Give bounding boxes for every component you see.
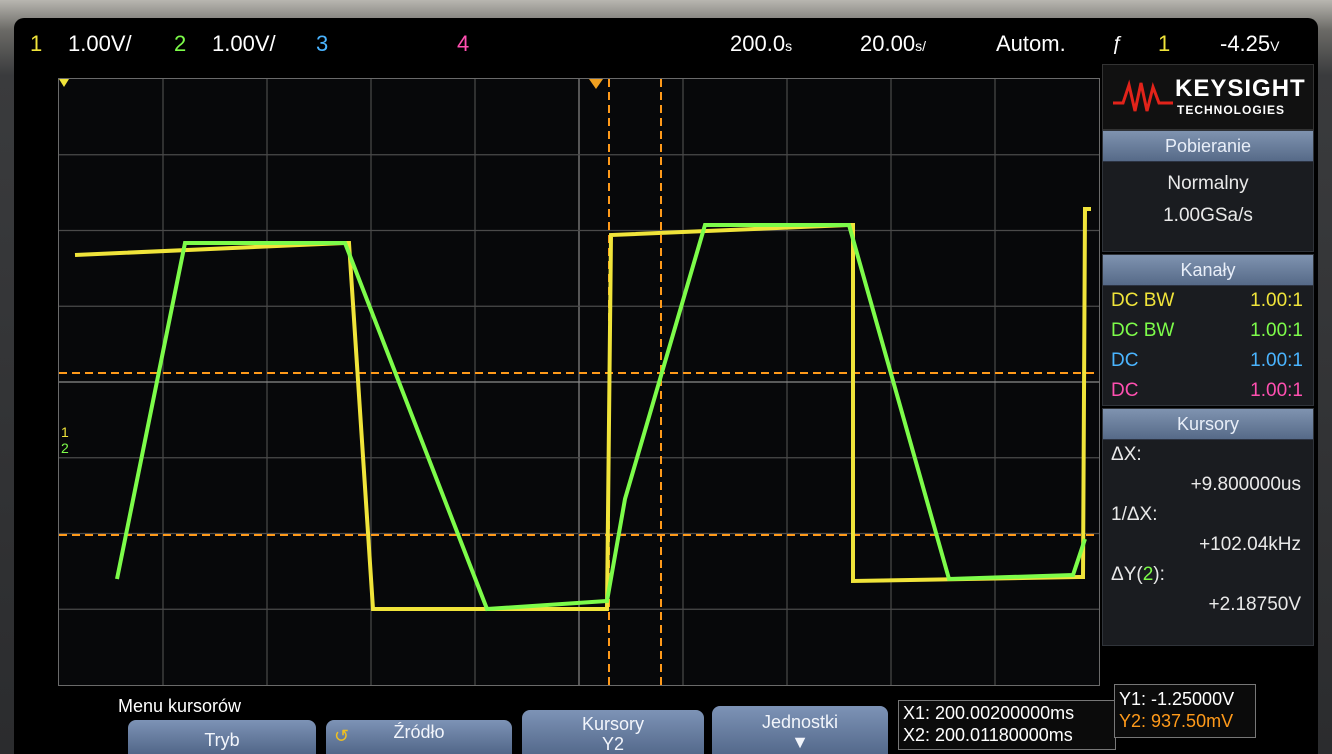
cursors-softkey-value: Y2 bbox=[601, 734, 625, 754]
channel-coupling: DC BW bbox=[1111, 320, 1175, 341]
units-softkey[interactable]: Jednostki ▼ bbox=[712, 706, 888, 754]
mode-label: Tryb bbox=[204, 730, 240, 750]
trigger-position-marker bbox=[589, 79, 603, 89]
cursors-softkey-label: Kursory bbox=[581, 714, 644, 734]
ch1-number[interactable]: 1 bbox=[30, 31, 43, 56]
brand-logo: KEYSIGHT TECHNOLOGIES bbox=[1102, 64, 1314, 130]
seconds-per-div-icon: s bbox=[785, 38, 793, 54]
cursors-softkey[interactable]: Kursory Y2 bbox=[522, 710, 704, 754]
x1-readout: X1: 200.00200000ms bbox=[903, 703, 1075, 723]
cursors-title: Kursory bbox=[1103, 409, 1313, 440]
sample-value: 20.00 bbox=[860, 31, 916, 56]
horizontal-ref-marker bbox=[59, 79, 69, 87]
channel-coupling: DC BW bbox=[1111, 290, 1175, 311]
ch-ground-marker: 1 bbox=[61, 424, 69, 440]
delta-y-label: ΔY(2): bbox=[1103, 560, 1313, 590]
units-label: Jednostki bbox=[761, 712, 839, 732]
delta-y-suffix: ): bbox=[1153, 564, 1165, 585]
trigger-level-marker: 2 bbox=[61, 440, 69, 456]
acquisition-title: Pobieranie bbox=[1103, 131, 1313, 162]
waveform-display[interactable]: 1 2 bbox=[58, 78, 1100, 686]
channels-panel[interactable]: Kanały DC BW 1.00:1 DC BW 1.00:1 DC 1.00:1 DC 1… bbox=[1102, 254, 1314, 406]
per-div-icon: s/ bbox=[915, 38, 926, 54]
keysight-wave-icon bbox=[1113, 79, 1173, 112]
channel-list: DC BW 1.00:1 DC BW 1.00:1 DC 1.00:1 DC 1.00:1 bbox=[1103, 286, 1313, 406]
channels-title: Kanały bbox=[1103, 255, 1313, 286]
trigger-level[interactable]: -4.25V bbox=[1220, 24, 1280, 64]
channel-row[interactable]: DC BW 1.00:1 bbox=[1103, 316, 1313, 346]
ch2-scale[interactable]: 1.00V/ bbox=[212, 31, 276, 56]
acquisition-mode: Normalny bbox=[1167, 173, 1249, 194]
channel-row[interactable]: DC 1.00:1 bbox=[1103, 376, 1313, 406]
brand-subtitle: TECHNOLOGIES bbox=[1177, 103, 1286, 117]
ch3-number[interactable]: 3 bbox=[316, 31, 329, 56]
arrow-down-icon: ▼ bbox=[791, 732, 809, 752]
channel-probe-ratio: 1.00:1 bbox=[1250, 380, 1303, 401]
brand-name: KEYSIGHT bbox=[1175, 75, 1306, 102]
channel-coupling: DC bbox=[1111, 380, 1139, 401]
volts-icon: V bbox=[1270, 38, 1280, 54]
delta-x-value: +9.800000us bbox=[1190, 474, 1301, 495]
inverse-delta-x-value: +102.04kHz bbox=[1199, 534, 1301, 555]
sidebar: Pobieranie Normalny 1.00GSa/s Kanały DC … bbox=[1102, 64, 1314, 646]
softkey-bar: Menu kursorów Tryb ↺ Źródło Kursory Y2 J… bbox=[14, 684, 1318, 754]
mode-softkey[interactable]: Tryb bbox=[128, 720, 316, 754]
y2-readout: Y2: 937.50mV bbox=[1119, 711, 1234, 731]
ch4-number[interactable]: 4 bbox=[457, 31, 470, 56]
delta-y-prefix: ΔY( bbox=[1111, 564, 1143, 585]
channel-row[interactable]: DC 1.00:1 bbox=[1103, 346, 1313, 376]
trigger-source[interactable]: 1 bbox=[1158, 31, 1171, 56]
ch1-scale[interactable]: 1.00V/ bbox=[68, 31, 132, 56]
trigger-level-value: -4.25 bbox=[1220, 31, 1271, 56]
x-cursor-readout: X1: 200.00200000ms X2: 200.01180000ms bbox=[898, 700, 1116, 750]
delta-x-label: ΔX: bbox=[1111, 444, 1142, 465]
graticule bbox=[59, 79, 1099, 685]
source-softkey[interactable]: ↺ Źródło bbox=[326, 720, 512, 754]
channel-probe-ratio: 1.00:1 bbox=[1250, 290, 1303, 311]
inverse-delta-x-label: 1/ΔX: bbox=[1111, 504, 1158, 525]
delta-y-channel: 2 bbox=[1142, 564, 1154, 585]
waveform-svg: 1 2 bbox=[59, 79, 1099, 685]
menu-title: Menu kursorów bbox=[118, 696, 242, 716]
acquisition-panel[interactable]: Pobieranie Normalny 1.00GSa/s bbox=[1102, 130, 1314, 252]
cursors-panel[interactable]: Kursory ΔX: +9.800000us 1/ΔX: +102.04kHz… bbox=[1102, 408, 1314, 646]
y-cursor-readout: Y1: -1.25000V Y2: 937.50mV bbox=[1114, 684, 1256, 738]
channel-row[interactable]: DC BW 1.00:1 bbox=[1103, 286, 1313, 316]
sample-rate: 1.00GSa/s bbox=[1163, 205, 1253, 226]
y1-readout: Y1: -1.25000V bbox=[1119, 689, 1235, 709]
rotate-knob-icon: ↺ bbox=[334, 726, 350, 746]
trigger-mode[interactable]: Autom. bbox=[996, 31, 1066, 56]
oscilloscope-screen: 1 1.00V/ 2 1.00V/ 3 4 200.0s 20.00s/ Aut… bbox=[14, 18, 1318, 754]
channel-coupling: DC bbox=[1111, 350, 1139, 371]
source-label: Źródło bbox=[393, 722, 445, 742]
x2-readout: X2: 200.01180000ms bbox=[903, 725, 1073, 745]
trigger-edge-icon: ƒ bbox=[1112, 33, 1124, 55]
sample-readout[interactable]: 20.00s/ bbox=[860, 24, 926, 64]
channel-probe-ratio: 1.00:1 bbox=[1250, 320, 1303, 341]
delta-y-value: +2.18750V bbox=[1208, 594, 1301, 615]
channel-probe-ratio: 1.00:1 bbox=[1250, 350, 1303, 371]
timebase-value: 200.0 bbox=[730, 31, 786, 56]
ch2-number[interactable]: 2 bbox=[174, 31, 187, 56]
ch2-waveform bbox=[115, 223, 1087, 612]
timebase-readout[interactable]: 200.0s bbox=[730, 24, 792, 64]
